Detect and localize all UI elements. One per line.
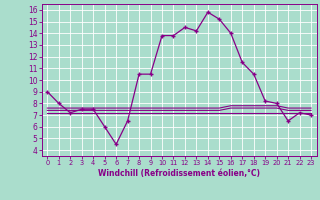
X-axis label: Windchill (Refroidissement éolien,°C): Windchill (Refroidissement éolien,°C) [98,169,260,178]
